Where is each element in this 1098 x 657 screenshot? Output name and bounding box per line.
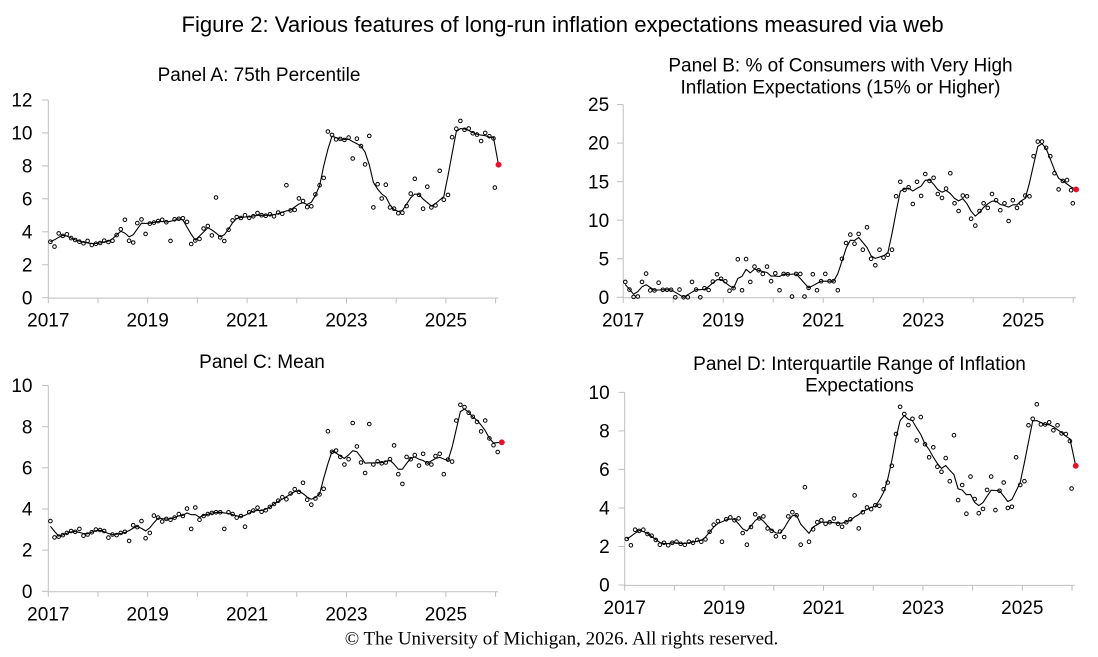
svg-text:0: 0 [22, 582, 33, 603]
svg-text:2019: 2019 [702, 310, 744, 331]
svg-text:5: 5 [599, 249, 610, 270]
svg-text:4: 4 [599, 499, 610, 520]
svg-text:8: 8 [22, 157, 33, 178]
svg-text:0: 0 [599, 288, 610, 309]
svg-text:2019: 2019 [127, 604, 169, 625]
svg-text:2021: 2021 [226, 604, 268, 625]
svg-text:Panel A: 75th Percentile: Panel A: 75th Percentile [158, 65, 361, 86]
svg-text:2023: 2023 [902, 310, 944, 331]
svg-text:0: 0 [599, 576, 610, 597]
svg-text:Inflation Expectations (15% or: Inflation Expectations (15% or Higher) [681, 78, 1001, 99]
svg-text:2023: 2023 [325, 311, 367, 332]
svg-text:10: 10 [589, 383, 610, 404]
svg-text:2017: 2017 [27, 311, 69, 332]
svg-text:0: 0 [22, 288, 33, 309]
svg-text:2019: 2019 [703, 598, 745, 619]
svg-text:2025: 2025 [425, 311, 467, 332]
svg-text:4: 4 [22, 500, 33, 521]
svg-text:2021: 2021 [802, 310, 844, 331]
svg-text:Figure 2: Various features of: Figure 2: Various features of long-run i… [181, 12, 943, 37]
svg-text:4: 4 [22, 222, 33, 243]
svg-text:© The University of Michigan,: © The University of Michigan, 2026. All … [345, 628, 779, 649]
svg-text:Panel D: Interquartile Range o: Panel D: Interquartile Range of Inflatio… [693, 354, 1026, 375]
svg-text:2023: 2023 [902, 598, 944, 619]
svg-text:Panel B: % of Consumers with V: Panel B: % of Consumers with Very High [668, 56, 1012, 77]
svg-text:2025: 2025 [425, 604, 467, 625]
svg-text:25: 25 [588, 95, 609, 116]
svg-text:6: 6 [22, 458, 33, 479]
svg-text:10: 10 [11, 124, 32, 145]
svg-text:10: 10 [588, 211, 609, 232]
svg-text:2017: 2017 [604, 598, 646, 619]
svg-text:2025: 2025 [1001, 598, 1043, 619]
svg-text:2021: 2021 [802, 598, 844, 619]
svg-text:2019: 2019 [127, 311, 169, 332]
svg-text:2017: 2017 [602, 310, 644, 331]
svg-text:15: 15 [588, 172, 609, 193]
svg-text:6: 6 [599, 460, 610, 481]
svg-text:2017: 2017 [27, 604, 69, 625]
svg-text:20: 20 [588, 134, 609, 155]
svg-text:2021: 2021 [226, 311, 268, 332]
svg-text:12: 12 [11, 91, 32, 112]
svg-text:8: 8 [599, 422, 610, 443]
svg-text:2: 2 [599, 537, 610, 558]
svg-text:2: 2 [22, 255, 33, 276]
svg-text:2025: 2025 [1002, 310, 1044, 331]
svg-text:6: 6 [22, 189, 33, 210]
svg-text:8: 8 [22, 417, 33, 438]
svg-text:Panel C: Mean: Panel C: Mean [199, 352, 325, 373]
svg-text:2: 2 [22, 541, 33, 562]
svg-text:Expectations: Expectations [805, 376, 914, 397]
svg-text:10: 10 [11, 376, 32, 397]
svg-text:2023: 2023 [325, 604, 367, 625]
